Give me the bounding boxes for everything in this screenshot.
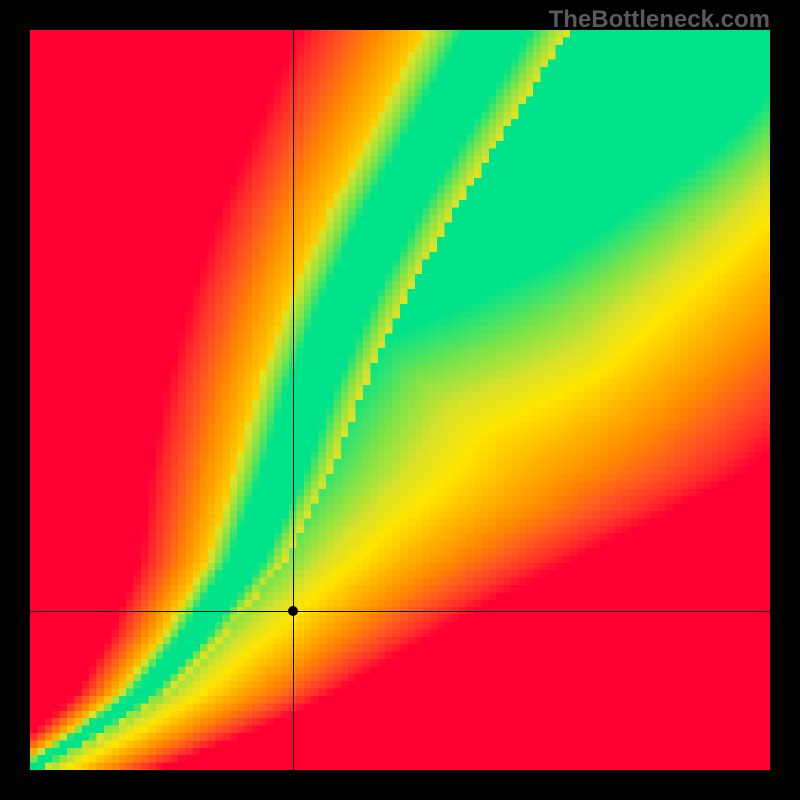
crosshair-horizontal	[30, 611, 770, 612]
watermark-text: TheBottleneck.com	[549, 6, 770, 34]
chart-container: TheBottleneck.com	[0, 0, 800, 800]
crosshair-vertical	[293, 30, 294, 770]
crosshair-marker	[288, 606, 298, 616]
bottleneck-heatmap	[30, 30, 770, 770]
